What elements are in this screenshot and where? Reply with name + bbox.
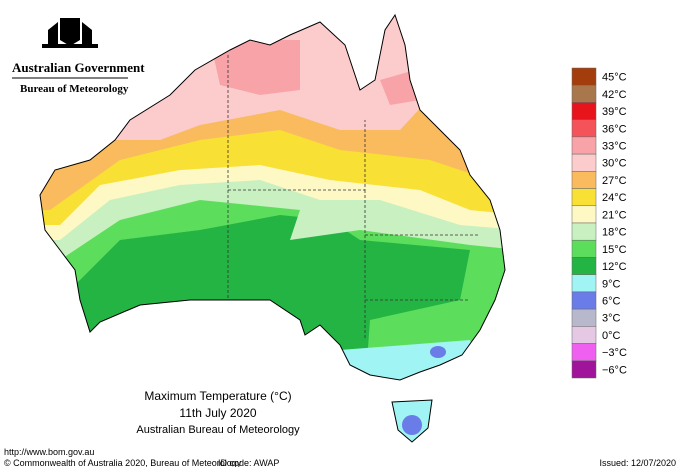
legend-label: 27°C [602,175,627,187]
map-title: Maximum Temperature (°C) [144,389,291,403]
legend-swatch [571,222,597,241]
legend-label: 36°C [602,123,627,135]
footer-url: http://www.bom.gov.au [4,447,94,457]
legend-label: −6°C [602,364,627,376]
legend-swatch [571,257,597,275]
legend-label: 3°C [602,313,621,325]
legend-swatch [571,67,597,86]
map-date: 11th July 2020 [179,406,256,420]
legend-label: −3°C [602,347,627,359]
legend-label: 45°C [602,72,627,84]
legend: 45°C 42°C 39°C 36°C 33°C 30°C 27°C 24°C 21°C 18°C… [571,67,627,379]
legend-label: 39°C [602,106,627,118]
legend-swatch [571,360,597,379]
legend-label: 30°C [602,158,627,170]
legend-swatch [571,239,597,258]
legend-label: 33°C [602,141,627,153]
legend-label: 21°C [602,209,627,221]
footer-copyright: © Commonwealth of Australia 2020, Bureau… [4,458,242,467]
legend-swatch [571,136,597,155]
coat-of-arms [42,18,98,48]
legend-label: 9°C [602,278,621,290]
bureau-name: Bureau of Meteorology [20,83,129,95]
legend-swatch [571,119,597,138]
legend-swatch [571,84,597,103]
legend-swatch [571,291,597,310]
legend-label: 24°C [602,192,627,204]
legend-label: 0°C [602,330,621,342]
legend-swatch [571,205,597,224]
map-source: Australian Bureau of Meteorology [136,424,300,436]
footer-id: ID code: AWAP [218,458,279,467]
legend-swatch [571,153,597,172]
legend-swatch [571,188,597,207]
state-borders [227,55,480,340]
legend-label: 18°C [602,227,627,239]
legend-swatch [571,326,597,344]
government-name: Australian Government [12,60,145,75]
footer-issued: Issued: 12/07/2020 [599,458,676,467]
legend-label: 42°C [602,89,627,101]
legend-swatch [571,343,597,362]
legend-swatch [571,102,597,120]
legend-label: 12°C [602,261,627,273]
legend-swatch [571,171,597,189]
legend-label: 6°C [602,296,621,308]
legend-label: 15°C [602,244,627,256]
coastline [39,13,506,443]
legend-swatch [571,308,597,327]
legend-swatch [571,274,597,293]
